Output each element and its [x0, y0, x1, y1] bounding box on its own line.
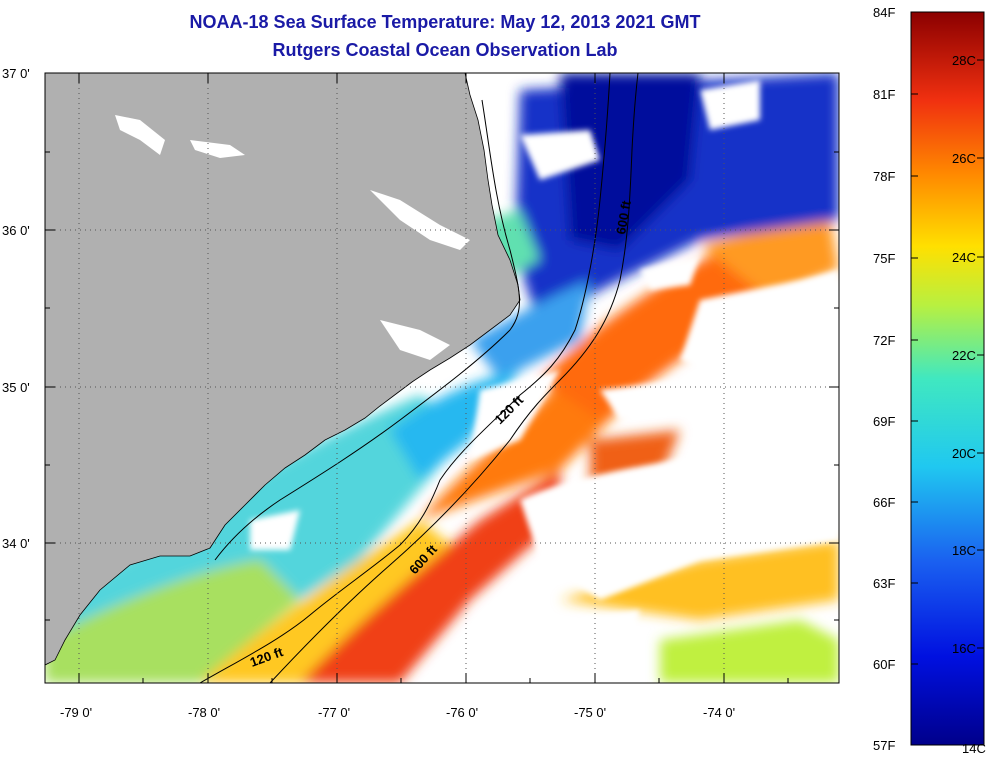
colorbar-c-26: 26C — [952, 151, 976, 166]
lat-label-36: 36 0' — [2, 223, 30, 238]
lat-label-34: 34 0' — [2, 536, 30, 551]
colorbar-c-24: 24C — [952, 250, 976, 265]
contour-label-600-north: 600 ft — [613, 199, 634, 236]
colorbar — [910, 11, 985, 746]
contour-600ft — [269, 73, 639, 683]
colorbar-c-16: 16C — [952, 641, 976, 656]
map-plot-area: 120 ft 600 ft 600 ft 120 ft — [45, 73, 839, 683]
lon-label-75: -75 0' — [574, 705, 607, 720]
axis-ticks — [45, 72, 839, 683]
colorbar-c-14: 14C — [962, 741, 986, 756]
colorbar-c-22: 22C — [952, 348, 976, 363]
colorbar-f-81: 81F — [873, 87, 896, 102]
colorbar-f-57: 57F — [873, 738, 896, 753]
inland-water — [115, 115, 470, 360]
colorbar-f-63: 63F — [873, 576, 896, 591]
contour-120ft — [199, 73, 611, 683]
cloud-cover — [250, 80, 839, 683]
colorbar-ticks — [911, 59, 984, 665]
colorbar-f-75: 75F — [873, 251, 896, 266]
lon-label-74: -74 0' — [703, 705, 736, 720]
lon-label-77: -77 0' — [318, 705, 351, 720]
map-subtitle: Rutgers Coastal Ocean Observation Lab — [272, 40, 618, 60]
lon-label-78: -78 0' — [188, 705, 221, 720]
colorbar-c-18: 18C — [952, 543, 976, 558]
lon-label-76: -76 0' — [446, 705, 479, 720]
map-title: NOAA-18 Sea Surface Temperature: May 12,… — [189, 12, 701, 32]
colorbar-f-78: 78F — [873, 169, 896, 184]
colorbar-f-69: 69F — [873, 414, 896, 429]
colorbar-f-84: 84F — [873, 5, 896, 20]
colorbar-c-20: 20C — [952, 446, 976, 461]
land-mass — [45, 73, 521, 666]
colorbar-f-72: 72F — [873, 333, 896, 348]
lat-label-37: 37 0' — [2, 66, 30, 81]
graticule — [45, 73, 839, 683]
colorbar-f-66: 66F — [873, 495, 896, 510]
colorbar-f-60: 60F — [873, 657, 896, 672]
colorbar-c-28: 28C — [952, 53, 976, 68]
lat-label-35: 35 0' — [2, 380, 30, 395]
lon-label-79: -79 0' — [60, 705, 93, 720]
coastline — [214, 99, 520, 561]
map-frame — [44, 72, 840, 684]
